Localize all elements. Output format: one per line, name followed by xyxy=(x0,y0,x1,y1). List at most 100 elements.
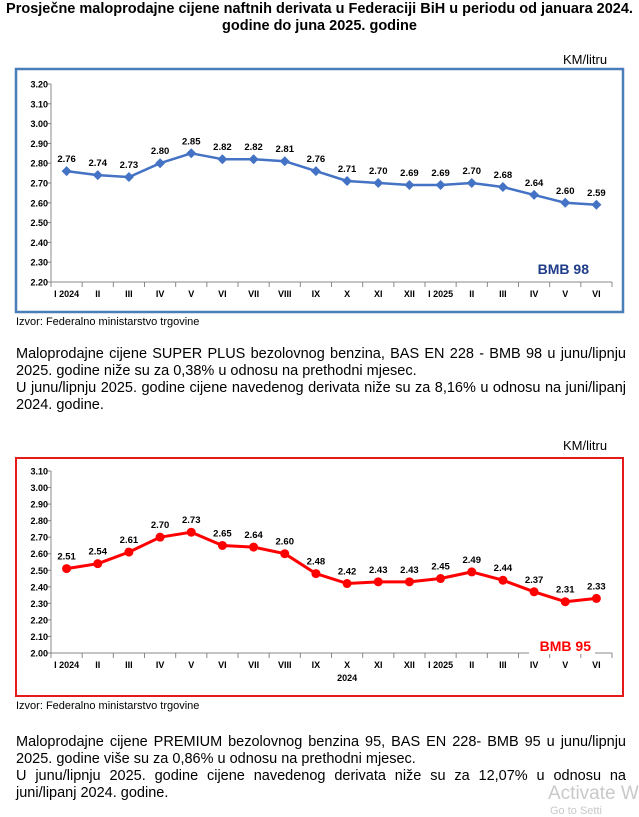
paragraph-bmb98-line1: Maloprodajne cijene SUPER PLUS bezolovno… xyxy=(16,346,626,379)
data-label: 2.64 xyxy=(525,178,544,189)
y-tick-label: 3.10 xyxy=(30,99,48,109)
y-tick-label: 2.90 xyxy=(30,139,48,149)
data-label: 2.37 xyxy=(525,575,544,586)
watermark-text: Activate W xyxy=(548,783,639,804)
data-label: 2.70 xyxy=(369,166,388,177)
data-point xyxy=(279,156,290,167)
x-tick-label: VII xyxy=(248,289,259,299)
x-tick-label: VI xyxy=(218,289,227,299)
data-point xyxy=(591,593,601,603)
data-label: 2.80 xyxy=(151,146,170,157)
data-label: 2.81 xyxy=(276,144,295,155)
data-point xyxy=(62,564,72,574)
data-point xyxy=(217,540,227,550)
y-tick-label: 3.20 xyxy=(30,80,48,90)
x-tick-label: I 2024 xyxy=(54,660,79,670)
data-point xyxy=(186,148,197,159)
y-tick-label: 2.50 xyxy=(30,218,48,228)
x-tick-label: XII xyxy=(404,289,415,299)
y-tick-label: 2.40 xyxy=(30,582,48,592)
paragraph-bmb98-line2: U junu/lipnju 2025. godine cijene navede… xyxy=(16,380,626,413)
paragraph-bmb95-line2: U junu/lipnju 2025. godine cijene navede… xyxy=(16,768,626,801)
data-point xyxy=(529,587,539,597)
data-point xyxy=(436,574,446,584)
data-label: 2.33 xyxy=(587,581,606,592)
data-point xyxy=(249,542,259,552)
x-tick-label: IV xyxy=(156,289,165,299)
data-label: 2.76 xyxy=(307,154,326,165)
data-point xyxy=(498,575,508,585)
x-tick-label: III xyxy=(125,660,133,670)
data-point xyxy=(466,178,477,188)
data-label: 2.51 xyxy=(57,552,76,563)
y-tick-label: 2.60 xyxy=(30,549,48,559)
y-tick-label: 2.70 xyxy=(30,179,48,189)
x-tick-label: XI xyxy=(374,289,383,299)
x-tick-label: I 2024 xyxy=(54,289,79,299)
data-point xyxy=(123,172,134,183)
x-tick-label: IV xyxy=(530,289,539,299)
data-label: 2.54 xyxy=(89,547,108,558)
data-label: 2.48 xyxy=(307,557,326,568)
x-tick-label: IV xyxy=(530,660,539,670)
series-line xyxy=(66,530,597,604)
x-tick-label: III xyxy=(499,660,507,670)
data-label: 2.45 xyxy=(431,562,450,573)
x-tick-label: IV xyxy=(156,660,165,670)
data-label: 2.69 xyxy=(431,168,450,179)
x-tick-label: VI xyxy=(592,660,601,670)
data-point xyxy=(248,154,259,165)
data-point xyxy=(155,158,166,169)
x-tick-label: II xyxy=(469,660,474,670)
data-label: 2.44 xyxy=(494,563,513,574)
unit-label-bmb98: KM/litru xyxy=(563,52,608,67)
y-tick-label: 3.00 xyxy=(30,483,48,493)
data-point xyxy=(591,199,602,210)
x-year-label: 2024 xyxy=(337,673,357,683)
y-tick-label: 2.60 xyxy=(30,198,48,208)
chart-bmb98: 2.20 2.30 2.40 2.50 2.60 2.70 2.80 2.90 3.00 3.10… xyxy=(14,67,625,314)
chart-frame xyxy=(14,67,625,314)
x-tick-label: VIII xyxy=(278,289,292,299)
chart-frame xyxy=(15,457,624,697)
x-tick-label: III xyxy=(499,289,507,299)
data-point xyxy=(497,181,508,192)
data-point xyxy=(342,176,353,187)
x-tick-label: II xyxy=(469,289,474,299)
data-point xyxy=(435,179,446,190)
y-tick-label: 2.80 xyxy=(30,516,48,526)
data-point xyxy=(124,547,134,557)
source-bmb95: Izvor: Federalno ministarstvo trgovine xyxy=(16,700,200,712)
paragraph-bmb95: Maloprodajne cijene PREMIUM bezolovnog b… xyxy=(16,734,626,802)
data-label: 2.64 xyxy=(244,530,263,541)
x-tick-label: VII xyxy=(248,660,259,670)
series-title-label: BMB 95 xyxy=(540,638,592,654)
data-label: 2.70 xyxy=(463,166,482,177)
data-point xyxy=(280,549,290,559)
y-tick-label: 2.20 xyxy=(30,615,48,625)
y-tick-label: 2.30 xyxy=(30,599,48,609)
data-point xyxy=(529,189,540,200)
data-point xyxy=(373,577,383,587)
data-label: 2.68 xyxy=(494,170,513,181)
data-point xyxy=(373,178,384,188)
data-label: 2.85 xyxy=(182,136,201,147)
x-tick-label: V xyxy=(188,660,194,670)
data-label: 2.59 xyxy=(587,188,606,199)
x-tick-label: I 2025 xyxy=(428,660,453,670)
x-tick-label: V xyxy=(562,289,568,299)
data-label: 2.60 xyxy=(556,186,575,197)
data-point xyxy=(560,597,570,607)
data-point xyxy=(404,179,415,190)
data-label: 2.42 xyxy=(338,567,357,578)
x-tick-label: V xyxy=(188,289,194,299)
y-tick-label: 3.00 xyxy=(30,119,48,129)
data-point xyxy=(92,170,103,181)
data-point xyxy=(61,166,72,177)
x-tick-label: IX xyxy=(312,289,321,299)
x-tick-label: I 2025 xyxy=(428,289,453,299)
data-label: 2.49 xyxy=(463,555,482,566)
data-label: 2.69 xyxy=(400,168,419,179)
x-tick-label: V xyxy=(562,660,568,670)
series-line xyxy=(66,152,597,207)
